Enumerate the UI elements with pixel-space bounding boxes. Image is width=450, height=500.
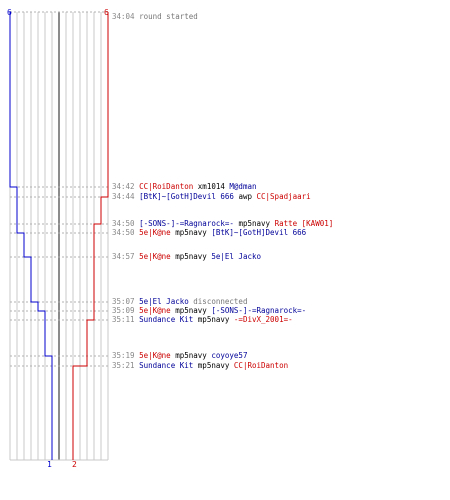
event-time: 34:57 bbox=[112, 252, 135, 261]
weapon-name: awp bbox=[238, 192, 252, 201]
victim-name: 5e|El Jacko bbox=[211, 252, 262, 261]
event-time: 34:42 bbox=[112, 182, 135, 191]
kill-event-row: 35:19 5e|K@ne mp5navy coyoye57 bbox=[112, 351, 247, 360]
killer-name: 5e|El Jacko bbox=[139, 297, 189, 306]
kill-event-row: 34:44 [BtK]~[GotH]Devil 666 awp CC|Spadj… bbox=[112, 192, 311, 201]
killer-name: 5e|K@ne bbox=[139, 228, 171, 237]
kill-event-row: 34:50 5e|K@ne mp5navy [BtK]~[GotH]Devil … bbox=[112, 228, 306, 237]
kill-event-row: 35:07 5e|El Jacko disconnected bbox=[112, 297, 247, 306]
weapon-name: mp5navy bbox=[238, 219, 271, 228]
weapon-name: mp5navy bbox=[175, 306, 207, 315]
kill-event-row: 34:57 5e|K@ne mp5navy 5e|El Jacko bbox=[112, 252, 261, 261]
event-time: 34:50 bbox=[112, 219, 135, 228]
event-time: 34:44 bbox=[112, 192, 135, 201]
killer-name: 5e|K@ne bbox=[139, 306, 171, 315]
weapon-name: mp5navy bbox=[197, 361, 230, 370]
event-time: 35:19 bbox=[112, 351, 135, 360]
event-time: 35:11 bbox=[112, 315, 135, 324]
kill-event-row: 34:50 [-SONS-]-=Ragnarock=- mp5navy Ratt… bbox=[112, 219, 333, 228]
killer-name: CC|RoiDanton bbox=[139, 182, 194, 191]
victim-name: coyoye57 bbox=[211, 351, 248, 360]
event-time: 34:04 bbox=[112, 12, 135, 21]
red-start-count: 6 bbox=[104, 8, 109, 17]
red-team-alive-line bbox=[72, 12, 109, 460]
victim-name: CC|Spadjaari bbox=[256, 192, 311, 201]
victim-name: [BtK]~[GotH]Devil 666 bbox=[211, 228, 307, 237]
round-start-row: 34:04 round started bbox=[112, 12, 198, 21]
killer-name: 5e|K@ne bbox=[139, 252, 171, 261]
round-start-text: round started bbox=[139, 12, 198, 21]
blue-start-count: 6 bbox=[7, 8, 12, 17]
kill-event-row: 35:11 Sundance Kit mp5navy -=DivX_2001=- bbox=[112, 315, 293, 324]
event-dash-lines bbox=[10, 11, 110, 367]
blue-final-count: 1 bbox=[47, 460, 52, 469]
event-time: 34:50 bbox=[112, 228, 135, 237]
killer-name: [-SONS-]-=Ragnarock=- bbox=[139, 219, 234, 228]
weapon-name: mp5navy bbox=[197, 315, 230, 324]
kill-event-row: 34:42 CC|RoiDanton xm1014 M@dman bbox=[112, 182, 257, 191]
killer-name: Sundance Kit bbox=[139, 361, 194, 370]
weapon-name: disconnected bbox=[193, 297, 248, 306]
event-time: 35:09 bbox=[112, 306, 135, 315]
kill-event-row: 35:09 5e|K@ne mp5navy [-SONS-]-=Ragnaroc… bbox=[112, 306, 306, 315]
kill-event-row: 35:21 Sundance Kit mp5navy CC|RoiDanton bbox=[112, 361, 288, 370]
victim-name: M@dman bbox=[229, 182, 257, 191]
blue-team-alive-line bbox=[9, 12, 53, 460]
weapon-name: mp5navy bbox=[175, 351, 207, 360]
victim-name: -=DivX_2001=- bbox=[233, 315, 293, 324]
victim-name: Ratte [KAW01] bbox=[274, 219, 334, 228]
killer-name: [BtK]~[GotH]Devil 666 bbox=[139, 192, 234, 201]
event-time: 35:07 bbox=[112, 297, 135, 306]
killer-name: Sundance Kit bbox=[139, 315, 194, 324]
victim-name: CC|RoiDanton bbox=[233, 361, 289, 370]
killer-name: 5e|K@ne bbox=[139, 351, 171, 360]
weapon-name: mp5navy bbox=[175, 252, 207, 261]
weapon-name: xm1014 bbox=[197, 182, 225, 191]
victim-name: [-SONS-]-=Ragnarock=- bbox=[211, 306, 307, 315]
event-time: 35:21 bbox=[112, 361, 135, 370]
red-final-count: 2 bbox=[72, 460, 77, 469]
weapon-name: mp5navy bbox=[175, 228, 207, 237]
